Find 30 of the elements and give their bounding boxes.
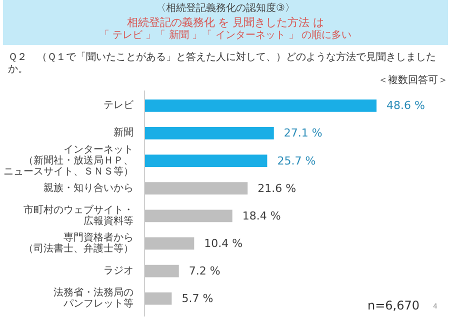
y-tick-label: 専門資格者から（司法書士、弁護士等）	[24, 231, 134, 254]
data-label: 25.7 %	[277, 154, 316, 168]
y-tick-label: インターネット（新聞社・放送局ＨＰ、ニュースサイト、ＳＮＳ等）	[4, 144, 134, 178]
bar	[144, 99, 377, 112]
data-label: 21.6 %	[258, 182, 296, 195]
data-label: 5.7 %	[182, 292, 214, 306]
chart-subtitle: 相続登記の義務化 を 見聞きした方法 は	[126, 16, 326, 30]
bar	[144, 210, 232, 222]
bar	[144, 292, 172, 305]
data-label: 18.4 %	[242, 209, 281, 222]
y-tick-label: 新聞	[114, 126, 134, 139]
y-tick-label: 市町村のウェブサイト・広報資料等	[24, 204, 134, 227]
y-tick-label: ラジオ	[104, 266, 134, 277]
bar	[144, 182, 248, 195]
bar	[144, 127, 274, 140]
bar	[144, 154, 268, 167]
chart-title: 〈相続登記義務化の認知度③〉	[155, 2, 296, 16]
y-tick-label: テレビ	[104, 100, 134, 112]
y-tick-label: 法務省・法務局のパンフレット等	[54, 286, 134, 310]
data-label: 7.2 %	[188, 264, 220, 278]
bar	[144, 264, 179, 278]
text: ＜複数回答可＞	[377, 75, 448, 86]
data-label: 27.1 %	[284, 126, 322, 140]
annotation: n=6,670	[367, 298, 420, 312]
text: Ｑ２ （Ｑ１で「聞いたことがある」と答えた人に対して、）どのような方法で見聞きしましたか。	[8, 52, 436, 74]
data-label: 10.4 %	[204, 236, 243, 250]
y-tick-label: 親族・知り合いから	[44, 182, 134, 194]
text: 「 テレビ 」「 新聞 」「 インターネット 」 の順に多い	[98, 30, 353, 43]
data-label: 48.6 %	[386, 99, 425, 112]
bar	[144, 237, 194, 250]
